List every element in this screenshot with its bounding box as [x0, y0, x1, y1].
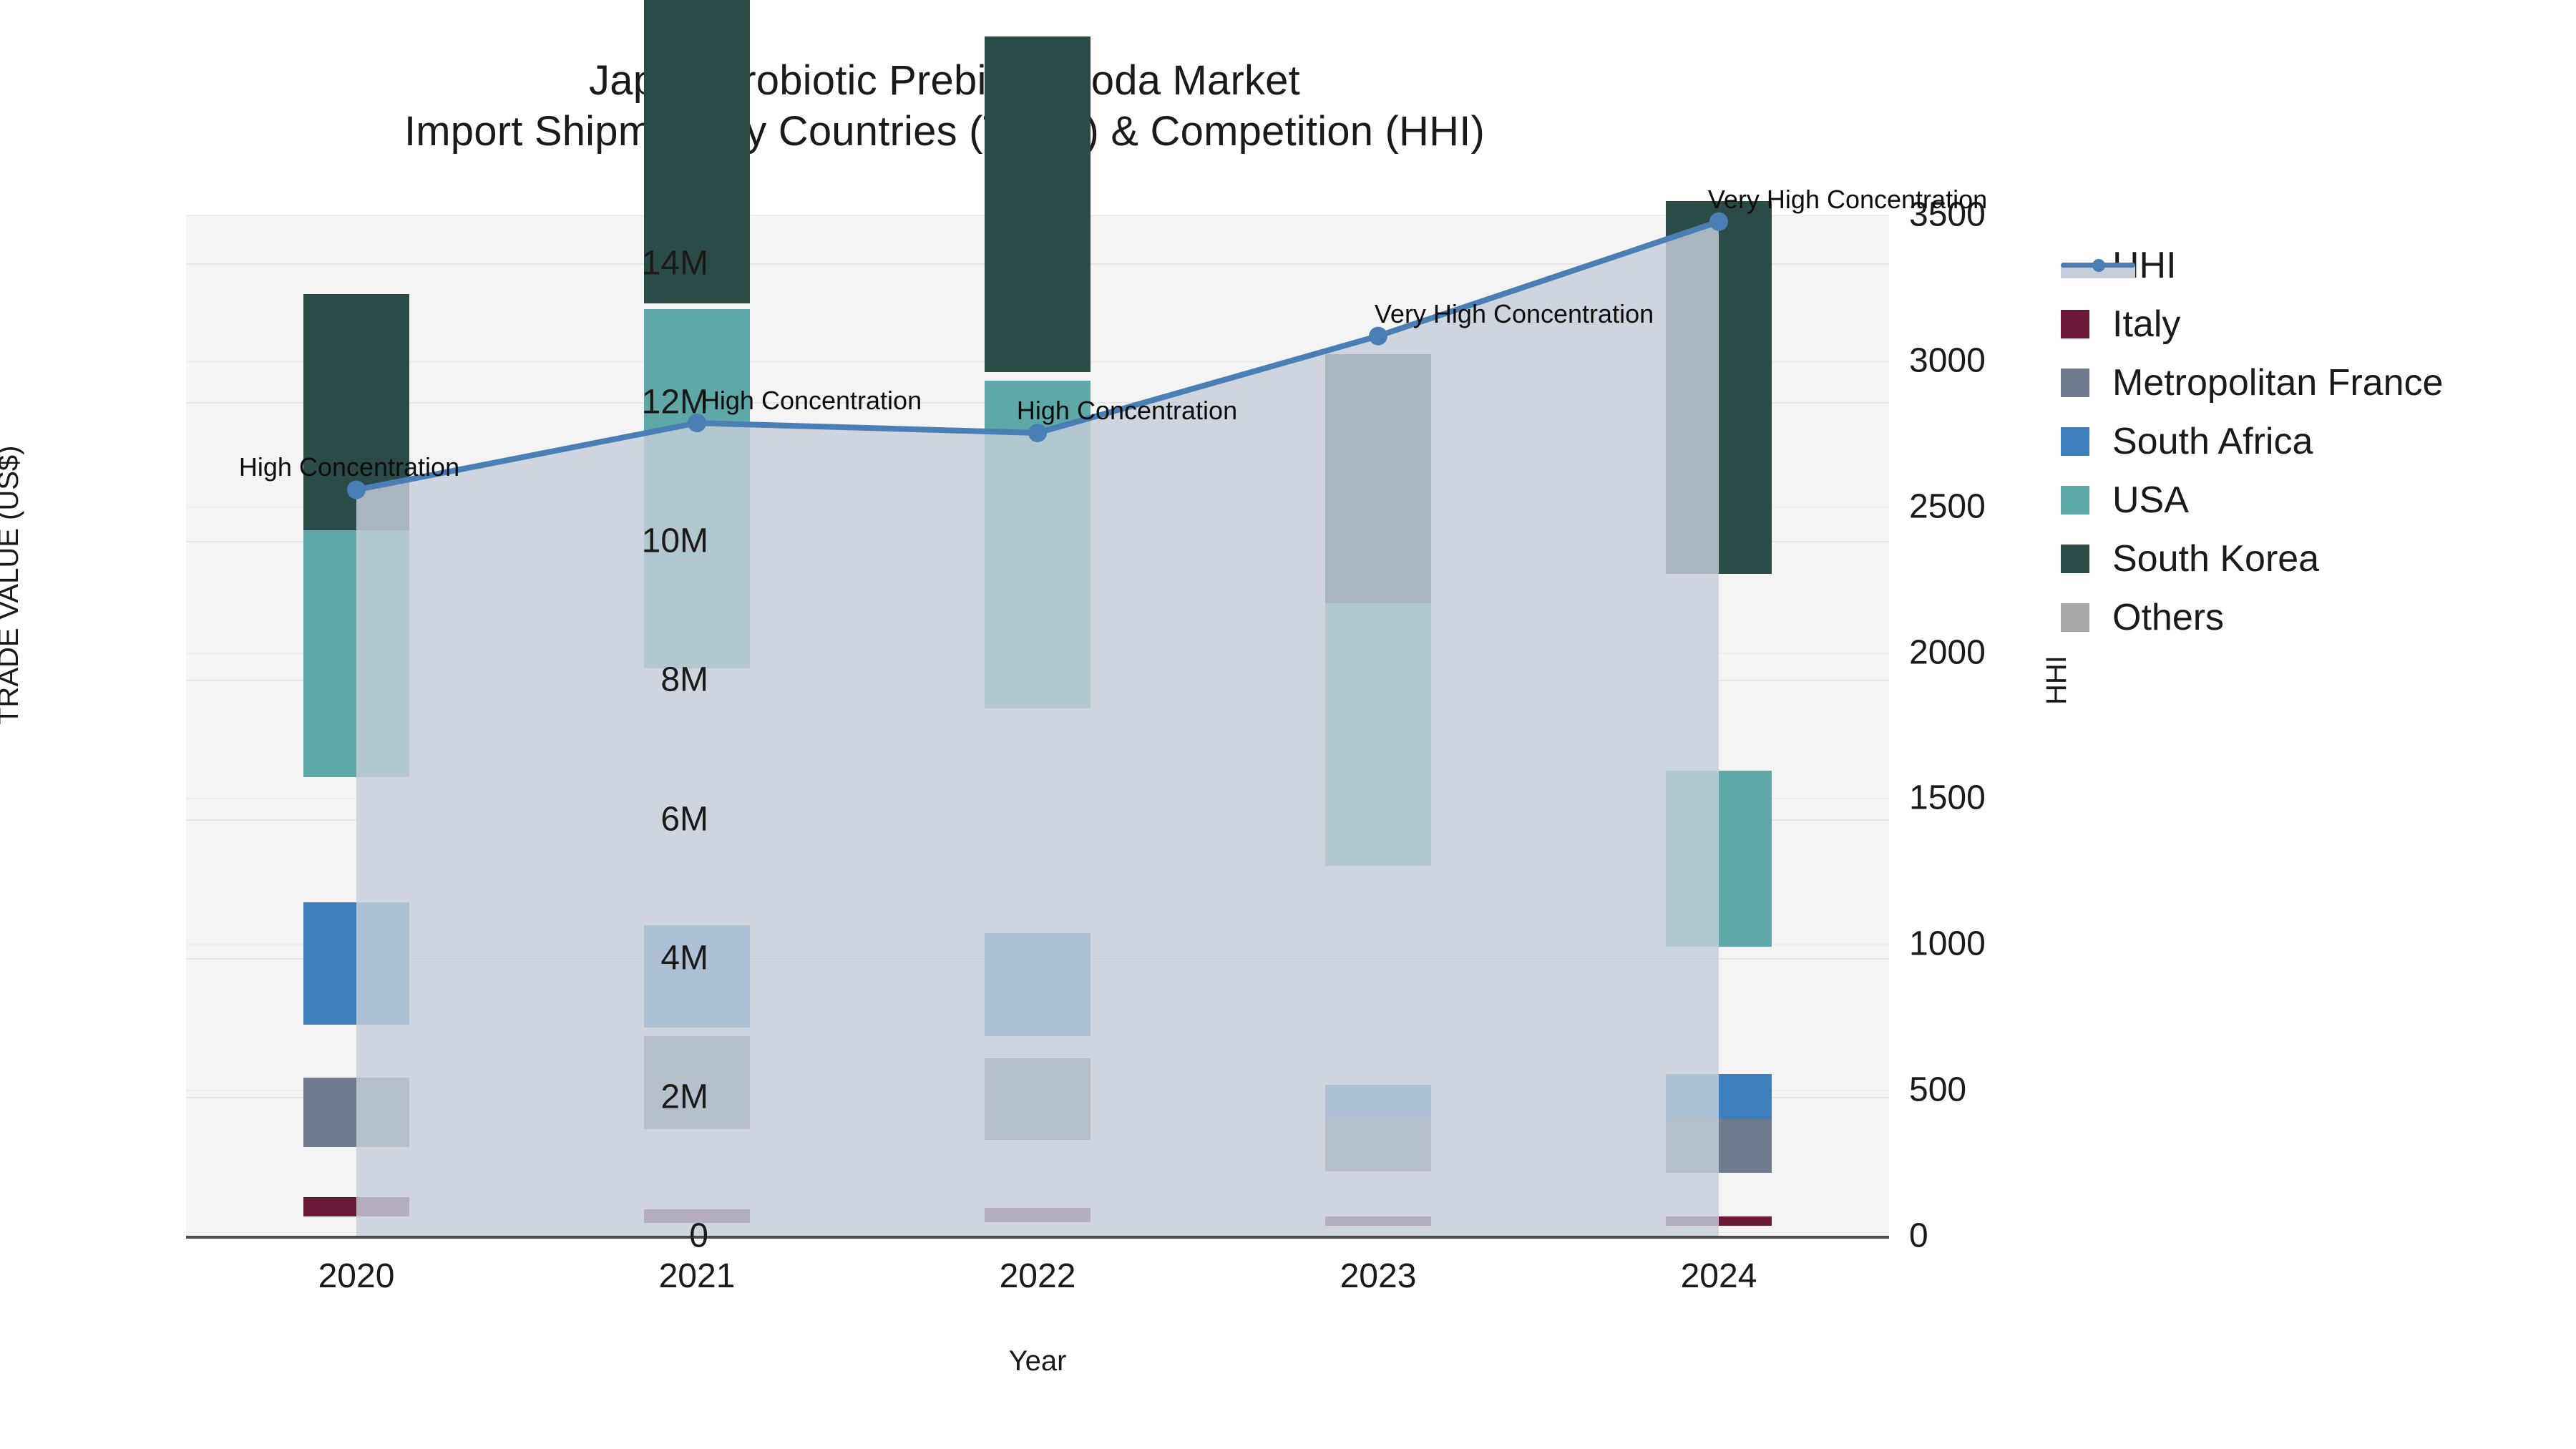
- x-tick-2020: 2020: [318, 1257, 395, 1295]
- x-axis-label: Year: [1008, 1345, 1067, 1377]
- hhi-area-swatch-icon: [2061, 265, 2135, 278]
- legend-item-south-korea[interactable]: South Korea: [2061, 530, 2562, 588]
- hhi-marker-2022[interactable]: [1028, 424, 1047, 442]
- x-tick-2021: 2021: [658, 1257, 736, 1295]
- x-tick-2024: 2024: [1680, 1257, 1757, 1295]
- y-tick-right-1000: 1000: [1909, 924, 1986, 963]
- hhi-line-layer: [347, 212, 1728, 1236]
- hhi-marker-2023[interactable]: [1369, 326, 1387, 346]
- annotation-2024: Very High Concentration: [1707, 184, 1988, 214]
- chart-title-line-1: Japan Probiotic Prebiotic Soda Market: [589, 57, 1300, 104]
- legend-label: Italy: [2112, 303, 2181, 345]
- y-tick-left-6M: 6M: [660, 800, 708, 839]
- chart-title: Japan Probiotic Prebiotic Soda Market Im…: [0, 56, 1889, 157]
- y-tick-left-14M: 14M: [641, 244, 708, 283]
- bar-segment-south-korea-2021[interactable]: [644, 0, 750, 304]
- x-tick-2022: 2022: [999, 1257, 1076, 1295]
- legend-item-south-africa[interactable]: South Africa: [2061, 412, 2562, 471]
- hhi-marker-2021[interactable]: [688, 414, 706, 433]
- italy-swatch-icon: [2061, 310, 2089, 338]
- y-tick-right-1500: 1500: [1909, 779, 1986, 817]
- legend-item-metropolitan-france[interactable]: Metropolitan France: [2061, 353, 2562, 412]
- legend-label: South Korea: [2112, 538, 2320, 580]
- y-tick-right-0: 0: [1909, 1216, 1928, 1255]
- legend-item-italy[interactable]: Italy: [2061, 295, 2562, 353]
- chart-legend: HHI Italy Metropolitan France South Africa U…: [2061, 236, 2562, 647]
- legend-label: Metropolitan France: [2112, 362, 2444, 404]
- y-tick-left-8M: 8M: [660, 660, 708, 699]
- chart-title-line-2: Import Shipment by Countries (Top 5) & C…: [404, 107, 1485, 155]
- hhi-marker-2020[interactable]: [347, 480, 366, 499]
- y-axis-left-label: TRADE VALUE (US$): [0, 445, 24, 725]
- y-tick-left-12M: 12M: [641, 383, 708, 421]
- legend-item-hhi[interactable]: HHI: [2061, 236, 2562, 295]
- y-tick-right-3500: 3500: [1909, 195, 1986, 234]
- metropolitan-france-swatch-icon: [2061, 369, 2089, 397]
- annotation-2022: High Concentration: [1016, 395, 1238, 425]
- annotation-2021: High Concentration: [701, 386, 922, 416]
- legend-item-others[interactable]: Others: [2061, 588, 2562, 647]
- hhi-markers: [347, 212, 1728, 499]
- legend-label: USA: [2112, 479, 2189, 521]
- y-tick-right-2500: 2500: [1909, 487, 1986, 526]
- bar-segment-south-korea-2022[interactable]: [985, 36, 1091, 373]
- hhi-marker-icon: [2092, 259, 2105, 272]
- y-tick-right-2000: 2000: [1909, 633, 1986, 672]
- hhi-marker-2024[interactable]: [1709, 212, 1728, 231]
- others-swatch-icon: [2061, 603, 2089, 632]
- y-tick-left-10M: 10M: [641, 522, 708, 560]
- annotation-2020: High Concentration: [238, 452, 460, 482]
- legend-label: Others: [2112, 597, 2225, 638]
- usa-swatch-icon: [2061, 486, 2089, 514]
- south-africa-swatch-icon: [2061, 427, 2089, 456]
- y-tick-left-0: 0: [689, 1216, 708, 1255]
- x-axis-line: [186, 1236, 1889, 1239]
- annotation-2023: Very High Concentration: [1374, 298, 1654, 328]
- hhi-line-icon: [2061, 251, 2135, 280]
- y-tick-left-2M: 2M: [660, 1078, 708, 1116]
- plot-area: [186, 0, 1889, 1237]
- south-korea-swatch-icon: [2061, 545, 2089, 573]
- legend-item-usa[interactable]: USA: [2061, 471, 2562, 530]
- y-axis-right-label: HHI: [2041, 655, 2072, 705]
- y-tick-left-4M: 4M: [660, 939, 708, 977]
- legend-label: South Africa: [2112, 421, 2313, 462]
- y-tick-right-500: 500: [1909, 1070, 1967, 1109]
- y-tick-right-3000: 3000: [1909, 341, 1986, 380]
- hhi-area-fill: [356, 221, 1719, 1236]
- x-tick-2023: 2023: [1340, 1257, 1417, 1295]
